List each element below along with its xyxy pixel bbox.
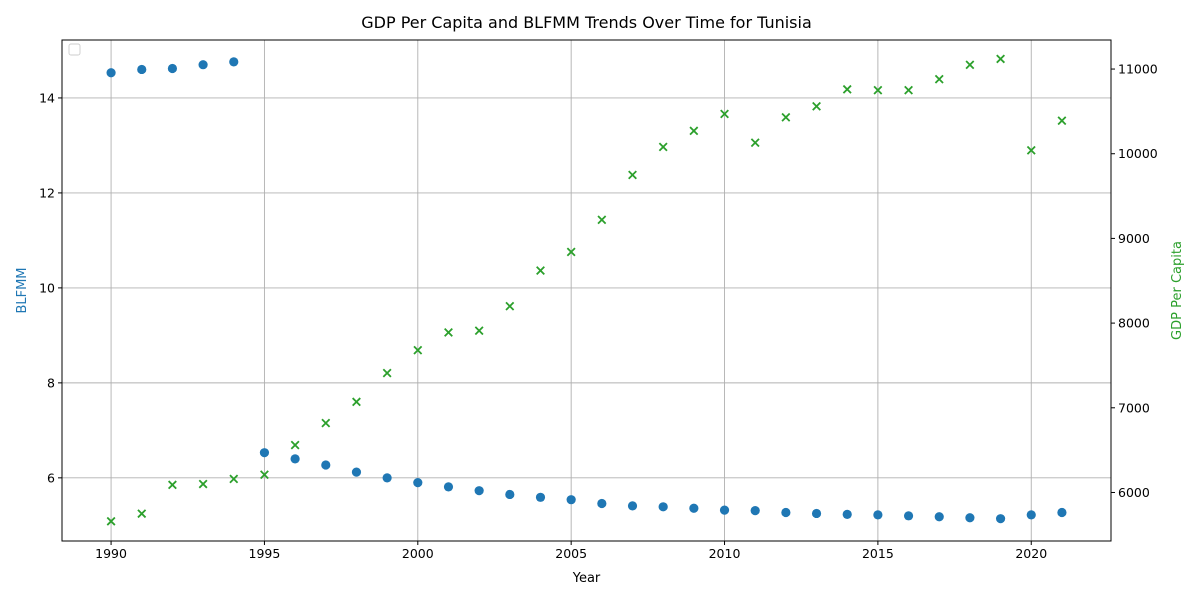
gdp-point xyxy=(689,126,699,136)
blfmm-point xyxy=(873,510,883,520)
blfmm-point xyxy=(1026,510,1036,520)
gdp-point xyxy=(1057,116,1067,126)
x-tick-label: 1995 xyxy=(249,546,281,561)
blfmm-point xyxy=(535,492,546,502)
blfmm-point xyxy=(566,495,576,505)
x-tick-label: 1990 xyxy=(95,546,127,561)
blfmm-point xyxy=(351,467,362,477)
blfmm-point xyxy=(106,68,116,78)
blfmm-point xyxy=(167,63,178,74)
blfmm-point xyxy=(903,511,914,521)
y-left-tick-label: 8 xyxy=(47,375,55,390)
blfmm-point xyxy=(658,502,668,512)
blfmm-point xyxy=(934,512,944,522)
blfmm-point xyxy=(750,506,760,516)
blfmm-point xyxy=(443,482,454,492)
gdp-point xyxy=(628,170,637,180)
blfmm-point xyxy=(198,60,208,70)
gdp-point xyxy=(505,301,515,311)
y-left-tick-label: 10 xyxy=(39,280,55,295)
blfmm-point xyxy=(781,507,791,518)
gdp-point xyxy=(812,101,821,111)
y-axis-left-label: BLFMM xyxy=(15,267,30,313)
gdp-series xyxy=(106,54,1067,526)
y-right-tick-label: 9000 xyxy=(1118,231,1150,246)
y-axis-right-label: GDP Per Capita xyxy=(1170,241,1185,340)
blfmm-point xyxy=(229,57,239,67)
x-tick-label: 2010 xyxy=(709,546,741,561)
y-left-tick-label: 14 xyxy=(39,90,55,105)
gdp-point xyxy=(137,509,147,519)
blfmm-point xyxy=(321,460,331,470)
blfmm-point xyxy=(597,498,607,509)
gdp-point xyxy=(321,418,331,428)
blfmm-point xyxy=(842,509,852,520)
x-tick-label: 2005 xyxy=(555,546,587,561)
blfmm-point xyxy=(689,503,699,513)
blfmm-point xyxy=(995,514,1006,524)
blfmm-point xyxy=(719,505,730,515)
gdp-point xyxy=(413,345,423,355)
x-tick-label: 2015 xyxy=(862,546,894,561)
blfmm-point xyxy=(382,473,392,483)
blfmm-point xyxy=(505,489,515,500)
gdp-point xyxy=(474,326,484,336)
x-tick-label: 2000 xyxy=(402,546,434,561)
y-right-tick-label: 11000 xyxy=(1118,62,1158,77)
gdp-point xyxy=(290,440,300,450)
x-tick-label: 2020 xyxy=(1015,546,1047,561)
blfmm-point xyxy=(811,508,822,519)
gdp-point xyxy=(873,85,883,95)
gdp-point xyxy=(566,247,576,257)
gdp-point xyxy=(536,266,545,276)
gdp-point xyxy=(198,479,208,489)
x-axis-label: Year xyxy=(572,571,601,586)
gdp-point xyxy=(720,109,729,119)
legend xyxy=(68,43,81,56)
plot-frame xyxy=(61,39,1112,542)
grid xyxy=(62,40,1111,541)
chart-title: GDP Per Capita and BLFMM Trends Over Tim… xyxy=(361,13,812,32)
gdp-point xyxy=(750,138,760,148)
y-right-tick-label: 7000 xyxy=(1118,400,1150,415)
blfmm-point xyxy=(1057,507,1067,518)
gdp-point xyxy=(106,516,116,526)
gdp-point xyxy=(842,84,852,94)
gdp-point xyxy=(229,474,239,484)
gdp-point xyxy=(260,470,269,480)
y-left-tick-label: 12 xyxy=(39,185,55,200)
blfmm-point xyxy=(137,64,147,75)
gdp-point xyxy=(444,327,453,337)
blfmm-point xyxy=(413,477,423,488)
gdp-point xyxy=(904,85,913,95)
y-right-tick-label: 6000 xyxy=(1118,485,1150,500)
gdp-point xyxy=(965,60,975,70)
blfmm-point xyxy=(290,454,300,464)
gdp-point xyxy=(352,397,361,407)
gdp-point xyxy=(1026,145,1036,155)
blfmm-point xyxy=(627,501,638,511)
axis-ticks: 1990 1995 2000 2005 2010 2015 2020 6 8 10 12 14 6000… xyxy=(39,62,1158,561)
blfmm-series xyxy=(106,57,1067,524)
blfmm-point xyxy=(259,448,270,458)
gdp-point xyxy=(597,215,607,225)
gdp-point xyxy=(996,54,1006,64)
gdp-point xyxy=(781,112,791,122)
gdp-point xyxy=(658,142,668,152)
y-left-tick-label: 6 xyxy=(47,470,55,485)
blfmm-point xyxy=(965,513,975,523)
blfmm-point xyxy=(474,486,484,496)
gdp-point xyxy=(167,480,177,490)
gdp-point xyxy=(382,368,392,378)
y-right-tick-label: 10000 xyxy=(1118,146,1158,161)
gdp-point xyxy=(934,74,944,84)
y-right-tick-label: 8000 xyxy=(1118,316,1150,331)
